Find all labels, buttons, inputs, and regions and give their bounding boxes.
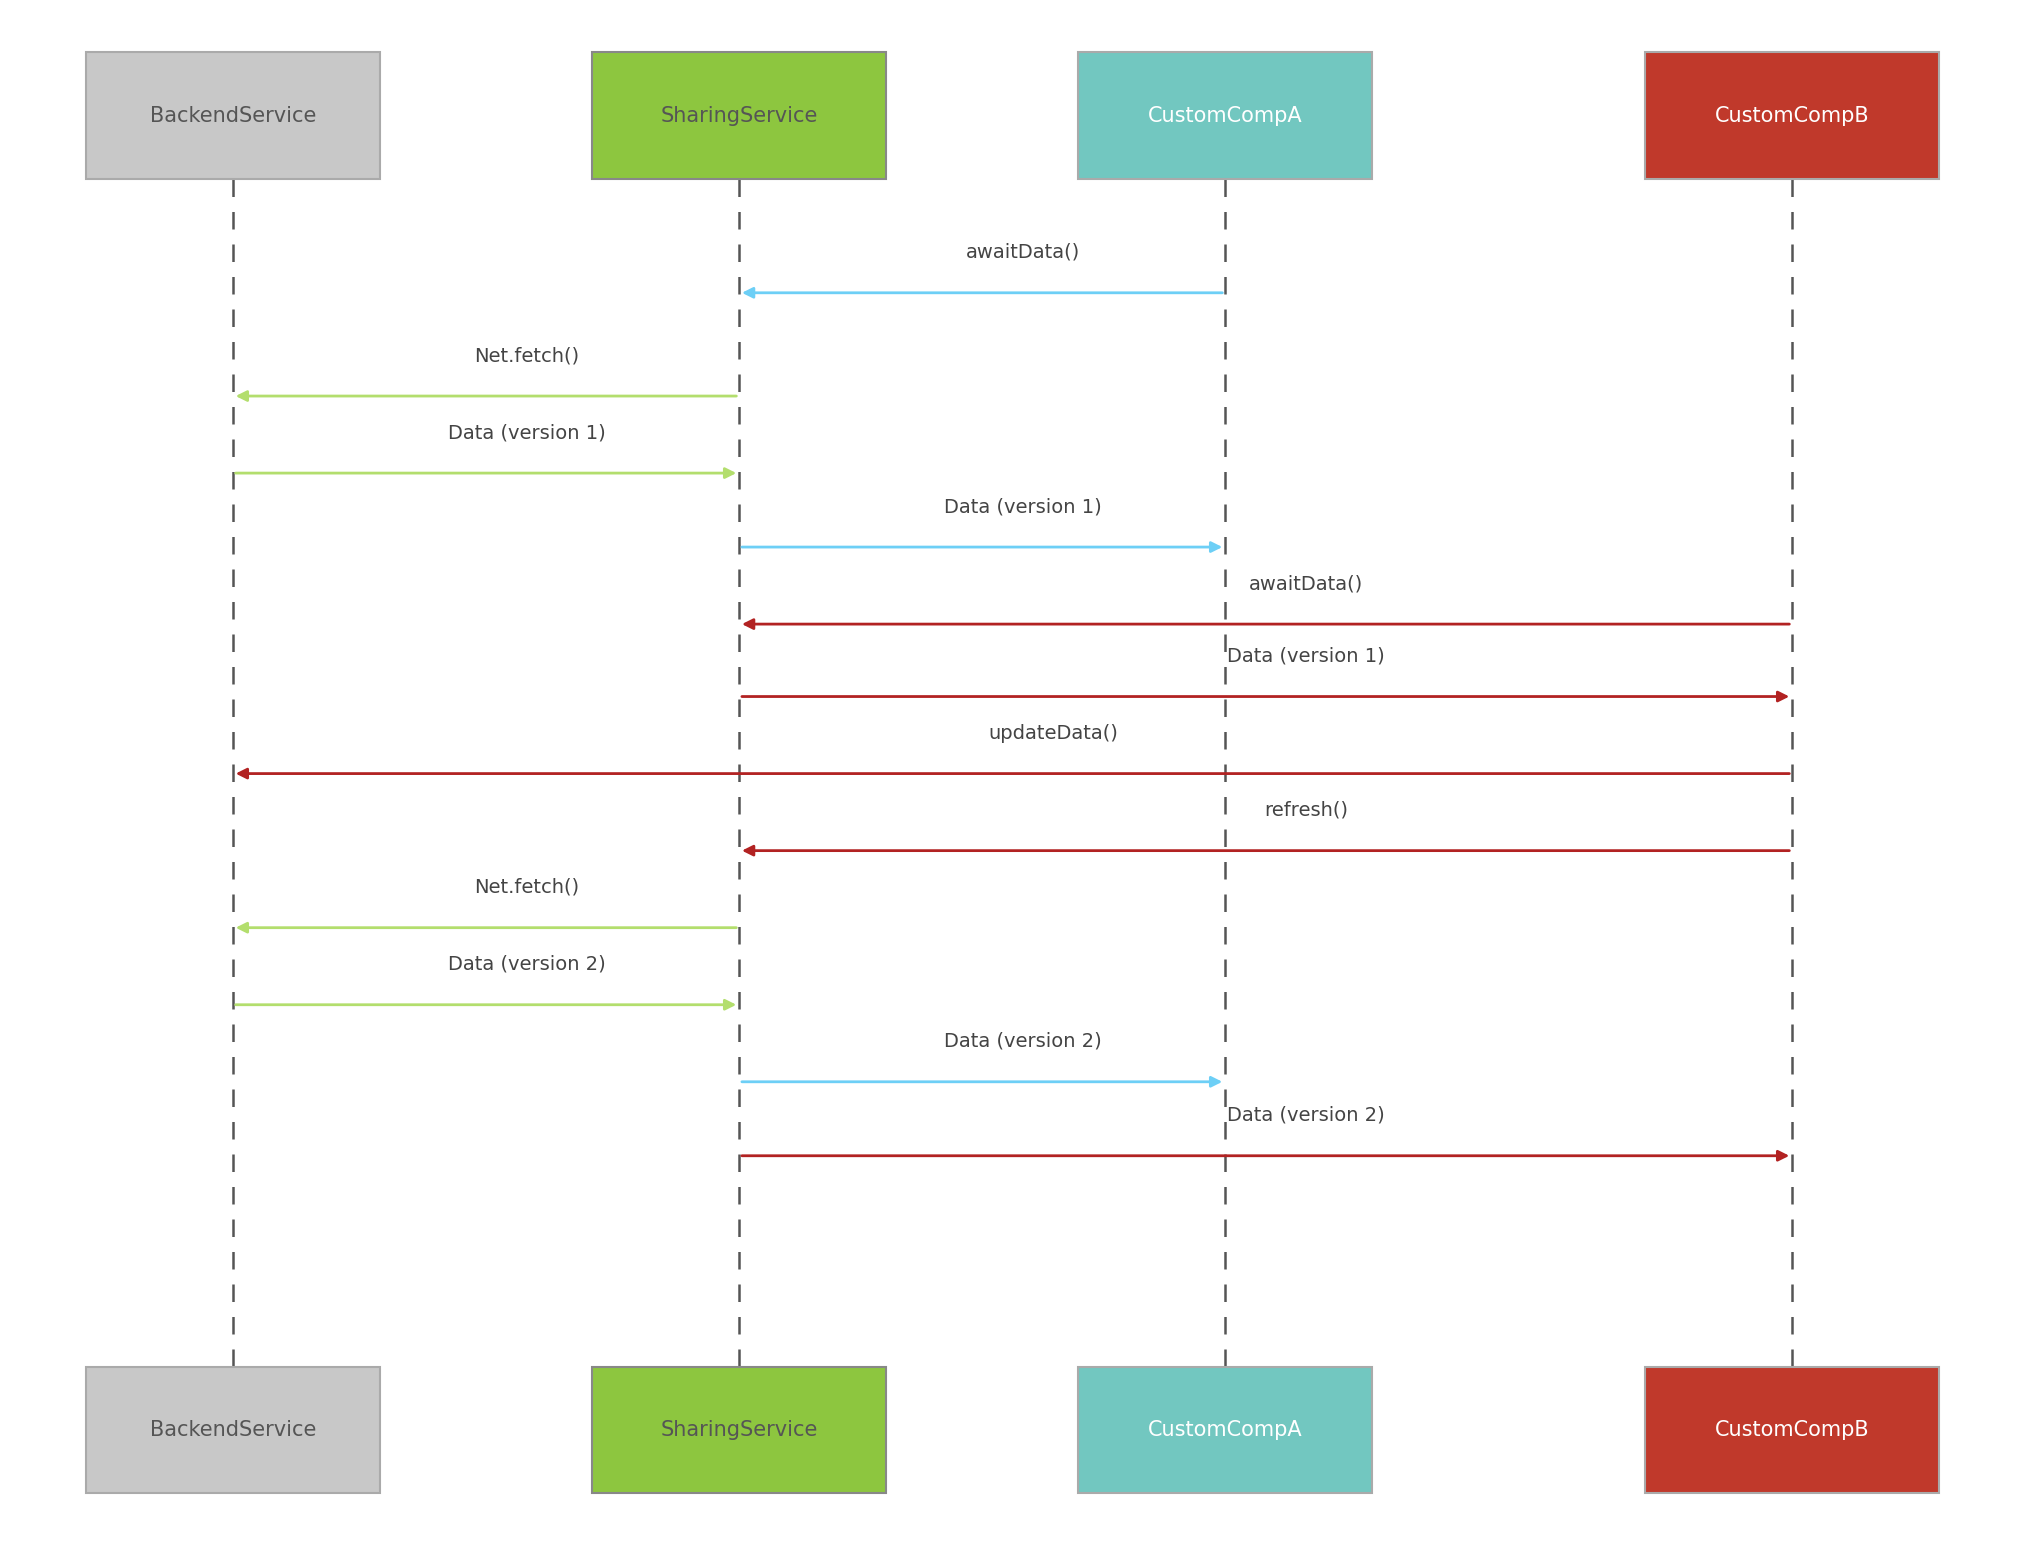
Text: awaitData(): awaitData() — [966, 243, 1079, 262]
Text: Data (version 2): Data (version 2) — [1227, 1106, 1385, 1125]
Text: CustomCompA: CustomCompA — [1148, 1421, 1302, 1439]
Text: Data (version 1): Data (version 1) — [944, 498, 1102, 516]
FancyBboxPatch shape — [1077, 52, 1373, 179]
Text: SharingService: SharingService — [660, 1421, 818, 1439]
Text: Net.fetch(): Net.fetch() — [474, 878, 579, 897]
FancyBboxPatch shape — [1644, 52, 1940, 179]
Text: Net.fetch(): Net.fetch() — [474, 347, 579, 365]
Text: awaitData(): awaitData() — [1249, 575, 1363, 593]
FancyBboxPatch shape — [591, 1367, 887, 1493]
Text: refresh(): refresh() — [1264, 801, 1349, 820]
Text: CustomCompB: CustomCompB — [1715, 106, 1869, 125]
Text: updateData(): updateData() — [988, 724, 1118, 743]
FancyBboxPatch shape — [87, 52, 381, 179]
Text: BackendService: BackendService — [150, 106, 316, 125]
Text: CustomCompB: CustomCompB — [1715, 1421, 1869, 1439]
FancyBboxPatch shape — [1644, 1367, 1940, 1493]
Text: Data (version 2): Data (version 2) — [944, 1032, 1102, 1051]
Text: BackendService: BackendService — [150, 1421, 316, 1439]
Text: Data (version 1): Data (version 1) — [1227, 647, 1385, 666]
Text: Data (version 1): Data (version 1) — [448, 424, 605, 442]
FancyBboxPatch shape — [87, 1367, 381, 1493]
Text: Data (version 2): Data (version 2) — [448, 955, 605, 974]
FancyBboxPatch shape — [1077, 1367, 1373, 1493]
Text: SharingService: SharingService — [660, 106, 818, 125]
Text: CustomCompA: CustomCompA — [1148, 106, 1302, 125]
FancyBboxPatch shape — [591, 52, 887, 179]
